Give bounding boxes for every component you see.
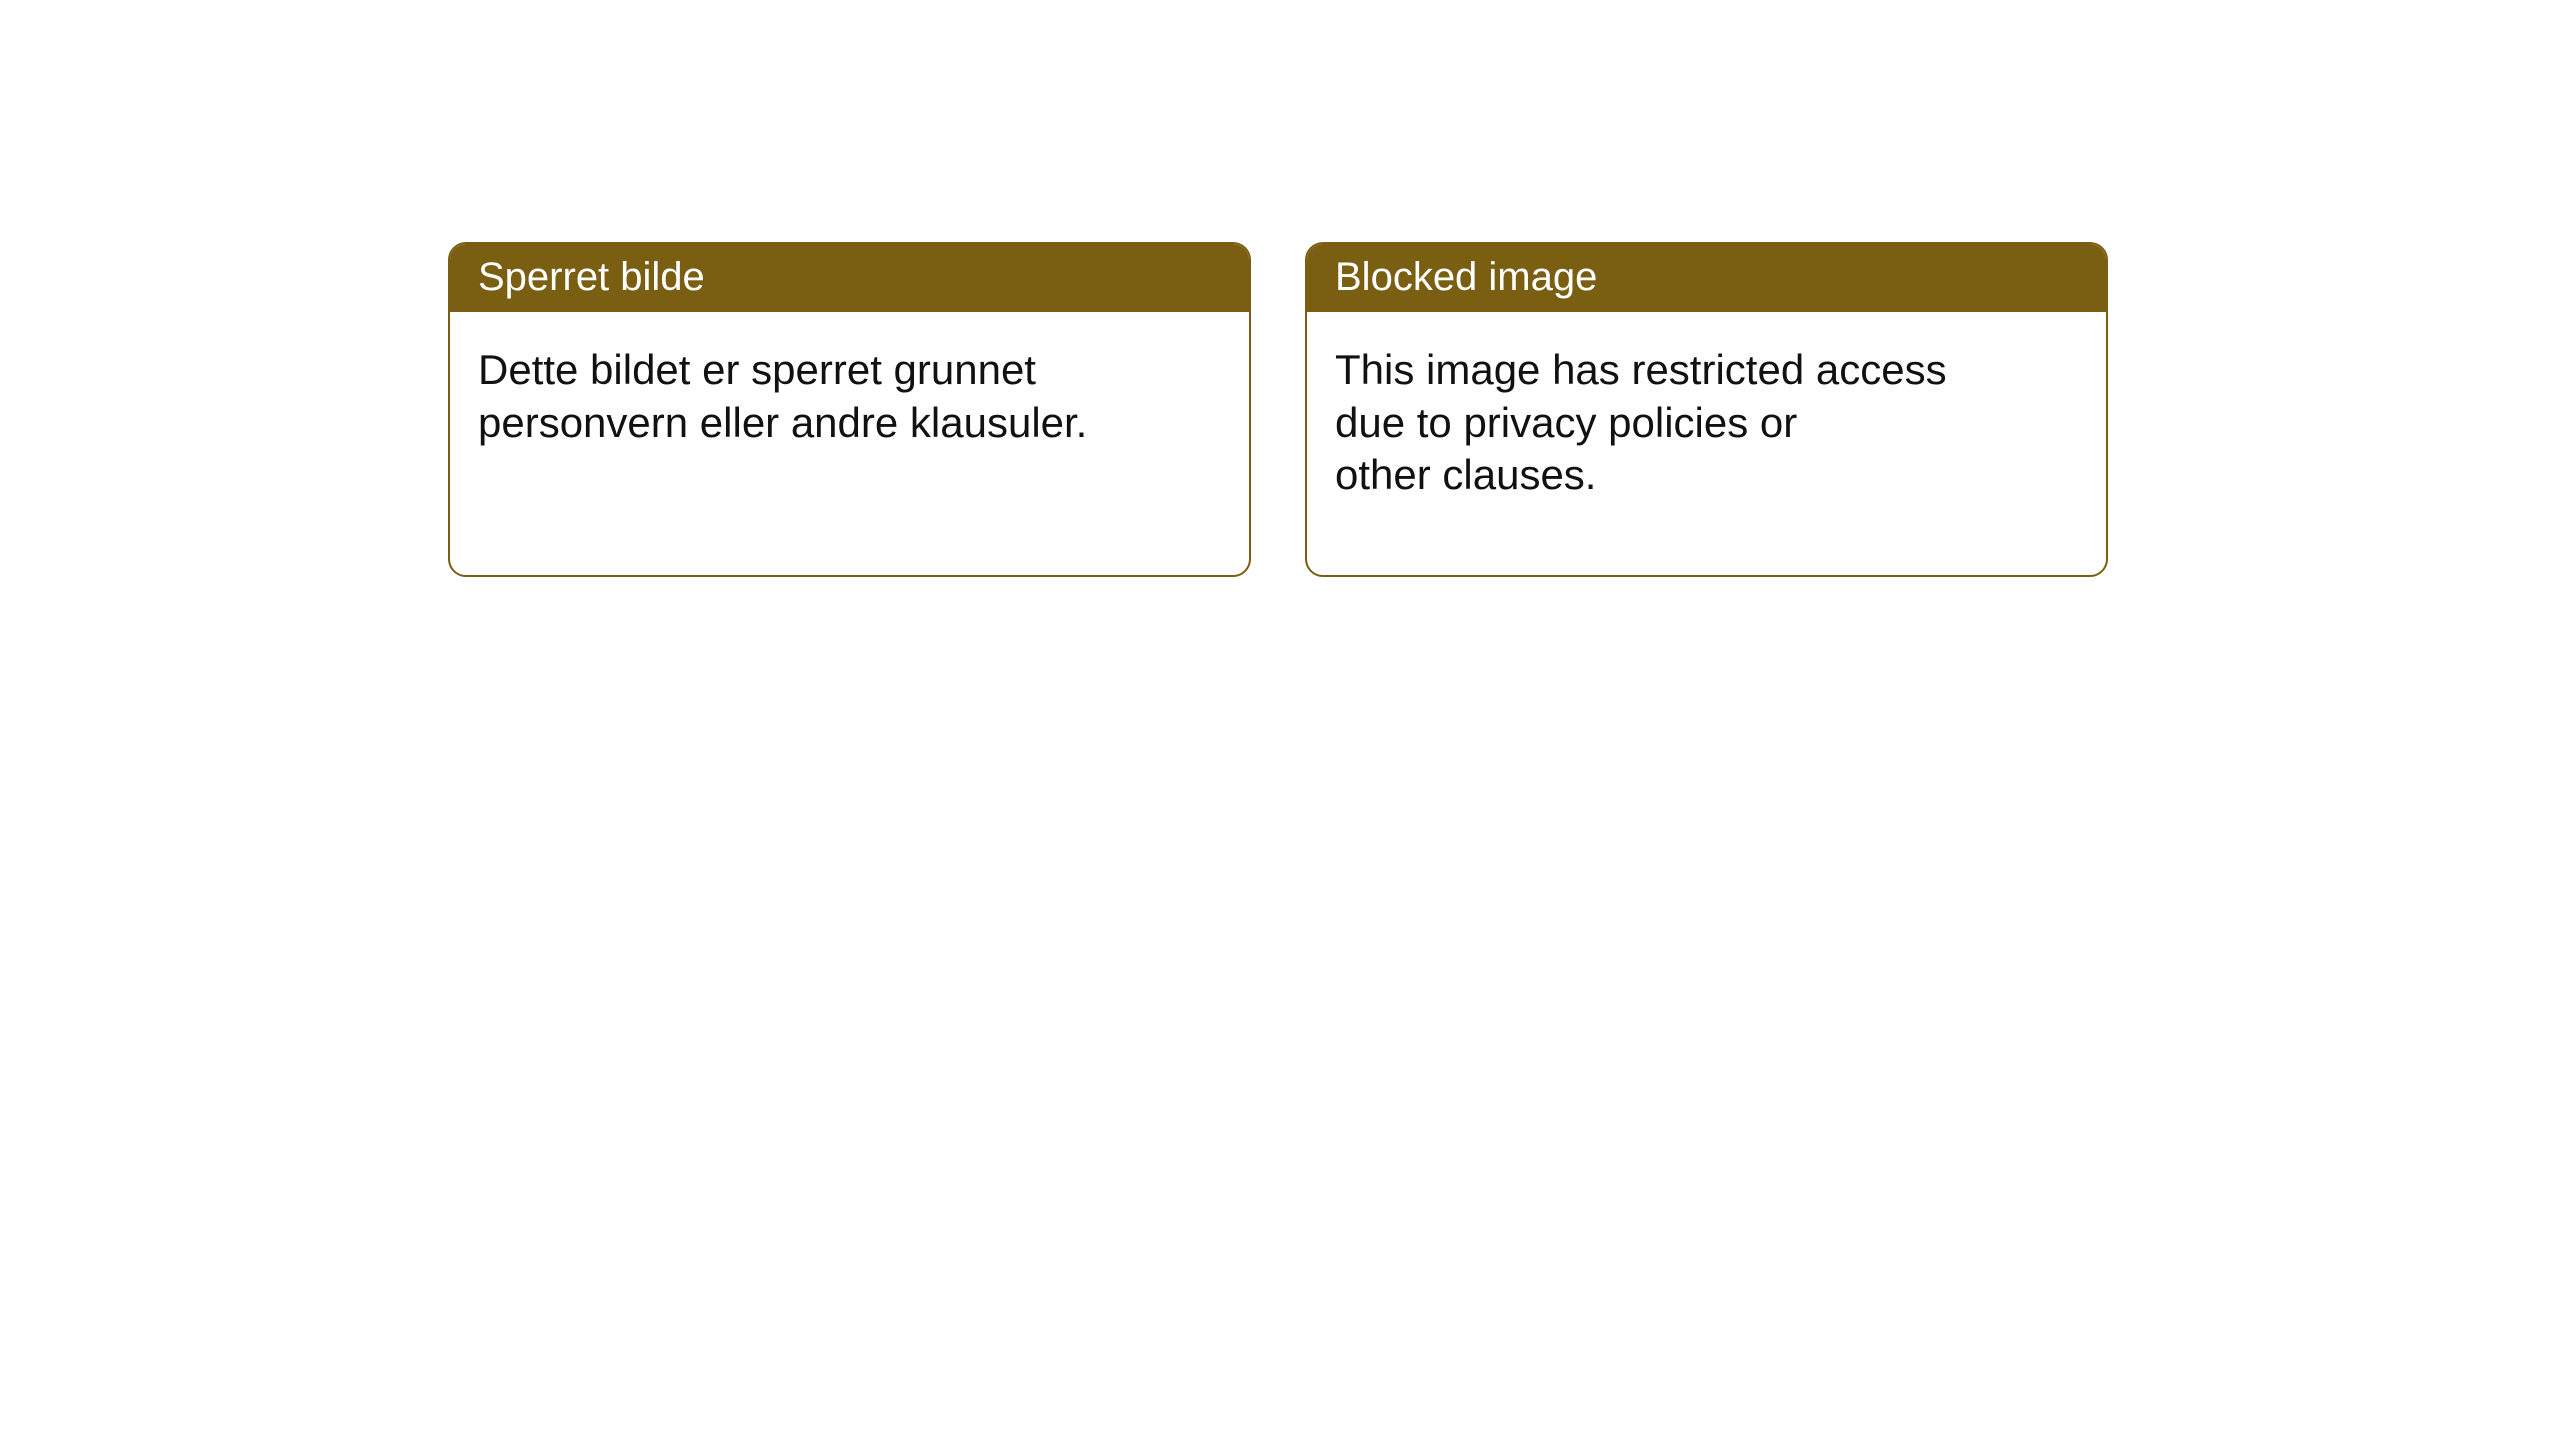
- card-body-no: Dette bildet er sperret grunnet personve…: [450, 312, 1249, 473]
- blocked-image-card-no: Sperret bilde Dette bildet er sperret gr…: [448, 242, 1251, 577]
- page-canvas: Sperret bilde Dette bildet er sperret gr…: [0, 0, 2560, 1440]
- blocked-image-card-row: Sperret bilde Dette bildet er sperret gr…: [448, 242, 2108, 577]
- blocked-image-card-en: Blocked image This image has restricted …: [1305, 242, 2108, 577]
- card-header-no: Sperret bilde: [450, 244, 1249, 312]
- card-header-en: Blocked image: [1307, 244, 2106, 312]
- card-body-en: This image has restricted access due to …: [1307, 312, 2106, 526]
